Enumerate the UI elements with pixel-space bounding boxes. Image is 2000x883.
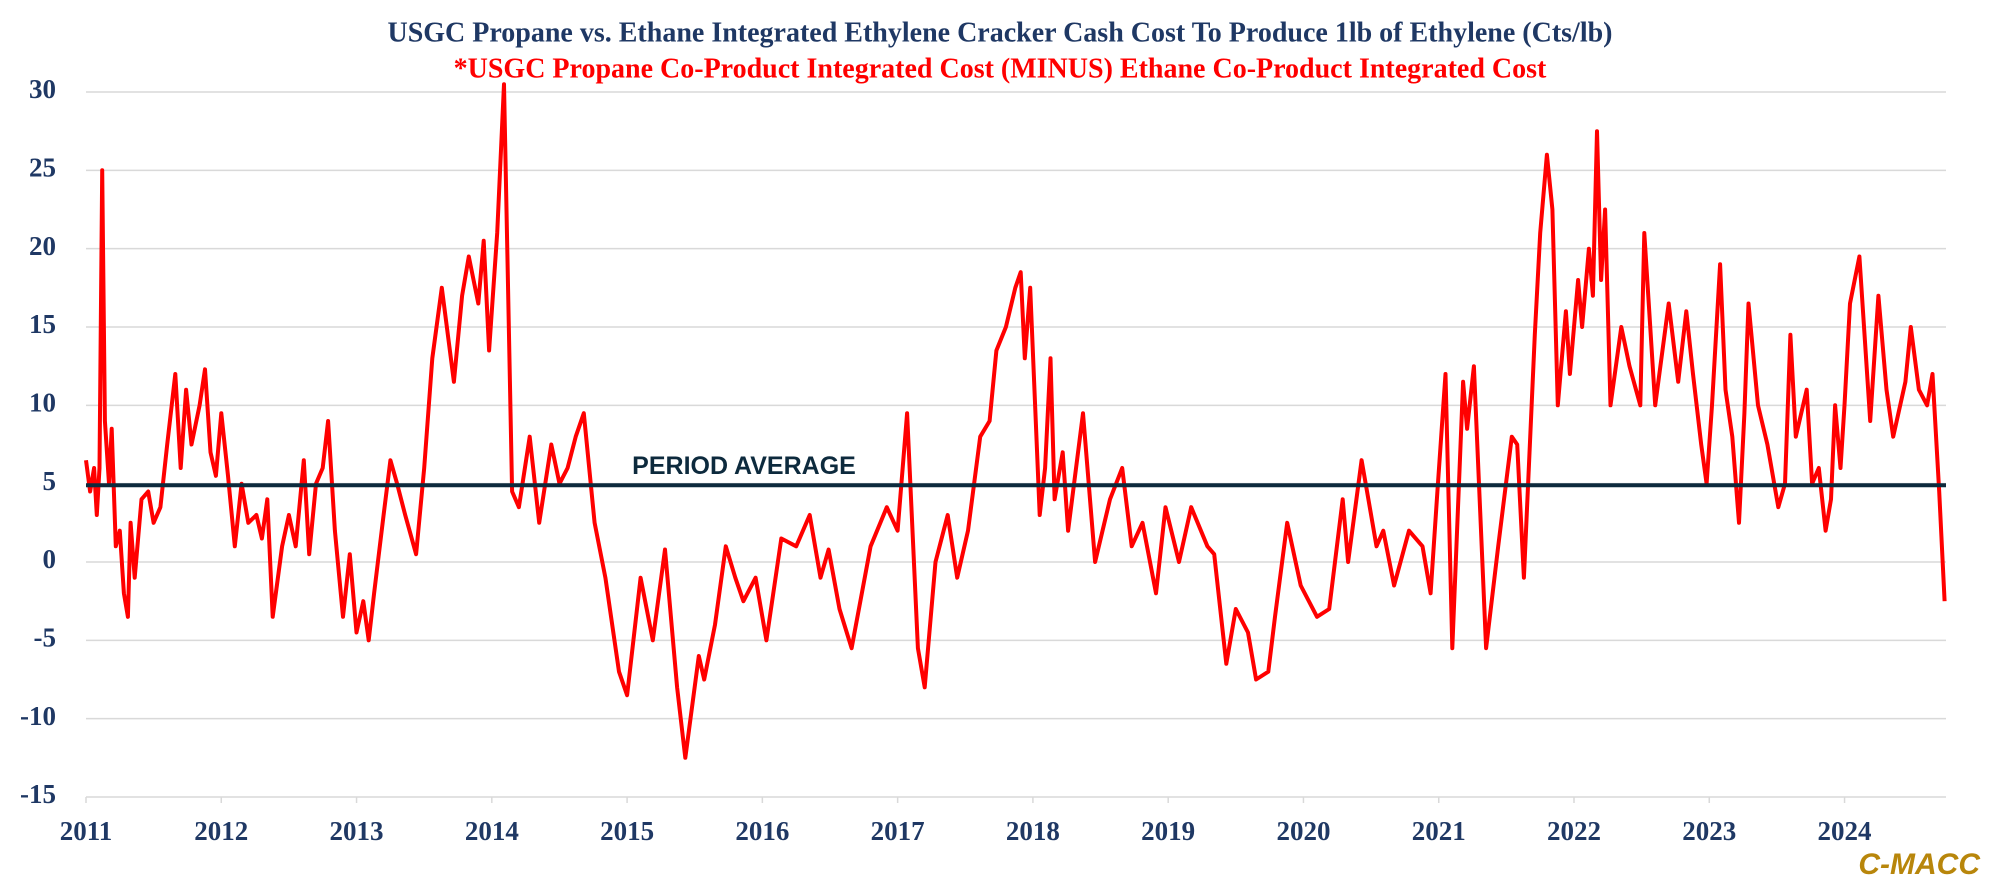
x-tick-label: 2015 [600, 816, 654, 846]
y-tick-label: 10 [29, 388, 56, 418]
chart-title: USGC Propane vs. Ethane Integrated Ethyl… [387, 17, 1612, 48]
y-tick-label: -15 [20, 779, 56, 809]
x-tick-label: 2017 [871, 816, 925, 846]
y-tick-label: 0 [43, 544, 57, 574]
x-tick-label: 2023 [1682, 816, 1736, 846]
x-tick-label: 2014 [465, 816, 519, 846]
y-tick-label: -10 [20, 701, 56, 731]
y-tick-label: 15 [29, 309, 56, 339]
x-tick-label: 2012 [194, 816, 248, 846]
y-tick-label: 5 [43, 466, 57, 496]
x-tick-label: 2018 [1006, 816, 1060, 846]
y-tick-label: 20 [29, 231, 56, 261]
average-label: PERIOD AVERAGE [632, 452, 856, 480]
x-tick-label: 2011 [60, 816, 113, 846]
y-tick-label: -5 [34, 623, 57, 653]
data-line [84, 82, 1947, 760]
x-tick-label: 2020 [1276, 816, 1330, 846]
x-tick-label: 2021 [1412, 816, 1466, 846]
y-tick-label: 30 [29, 74, 56, 104]
x-tick-label: 2022 [1547, 816, 1601, 846]
x-tick-label: 2019 [1141, 816, 1195, 846]
x-tick-label: 2016 [735, 816, 789, 846]
y-tick-label: 25 [29, 153, 56, 183]
source-label: C-MACC [1858, 848, 1981, 881]
chart-subtitle: *USGC Propane Co-Product Integrated Cost… [454, 53, 1547, 84]
x-tick-label: 2013 [330, 816, 384, 846]
x-tick-label: 2024 [1818, 816, 1872, 846]
